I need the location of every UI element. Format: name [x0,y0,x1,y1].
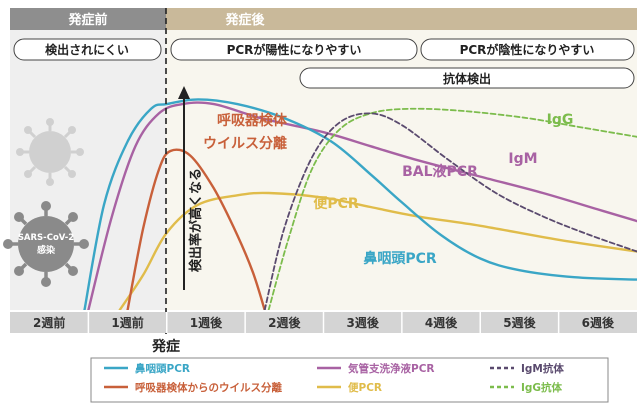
label-igg: IgG [547,112,574,128]
phase-before-bar [10,8,166,30]
virus-label-2: 感染 [37,244,56,256]
banner-hard-text: 検出されにくい [45,42,129,57]
legend-label: 鼻咽頭PCR [135,362,190,375]
banner-neg-box [420,38,635,61]
x-tick-label: 1週前 [111,315,143,330]
legend-label: 便PCR [348,381,382,394]
series-line-igm [263,112,637,310]
legend-label: IgM抗体 [521,362,564,375]
x-tick-label: 2週後 [268,315,301,330]
banner-pos-box [170,38,418,61]
label-igm: IgM [508,151,537,167]
virus-icon-small [16,118,84,186]
label-np: 鼻咽頭PCR [363,250,437,267]
label-stool: 便PCR [313,195,359,212]
series-line-bal [87,101,637,310]
series-line-np [83,98,637,310]
banner-ab-text: 抗体検出 [443,71,491,86]
legend-box [90,357,609,403]
label-resp-2: ウイルス分離 [203,135,287,152]
banner-hard-box [13,38,162,61]
label-bal: BAL液PCR [402,163,478,180]
series-layer [83,98,637,310]
banner-neg-text: PCRが陰性になりやすい [460,42,595,57]
legend-label: 呼吸器検体からのウイルス分離 [135,381,282,394]
label-resp-1: 呼吸器検体 [217,112,288,129]
x-tick-label: 2週前 [33,315,65,330]
series-line-igg [267,107,637,310]
x-tick-label: 3週後 [347,315,380,330]
onset-label: 発症 [151,338,180,355]
virus-icon-large [3,201,89,287]
x-tick-label: 1週後 [190,315,223,330]
x-tick-label: 5週後 [503,315,536,330]
phase-before-label: 発症前 [67,12,107,28]
virus-label-1: SARS-CoV-2 [18,233,74,243]
x-tick-label: 6週後 [582,315,615,330]
detection-arrowhead [178,86,190,99]
detection-arrow-label: 検出率が高くなる [188,168,204,272]
banner-pos-text: PCRが陽性になりやすい [227,42,362,57]
phase-after-label: 発症後 [224,12,265,28]
series-line-resp [126,148,266,310]
phase-after-bar [166,8,637,30]
legend-label: IgG抗体 [521,381,563,394]
x-ticks: 2週前 1週前 1週後 2週後 3週後 4週後 5週後 6週後 [33,312,615,333]
legend-label: 気管支洗浄液PCR [347,362,435,375]
x-tick-label: 4週後 [425,315,458,330]
banner-ab-box [299,67,635,89]
